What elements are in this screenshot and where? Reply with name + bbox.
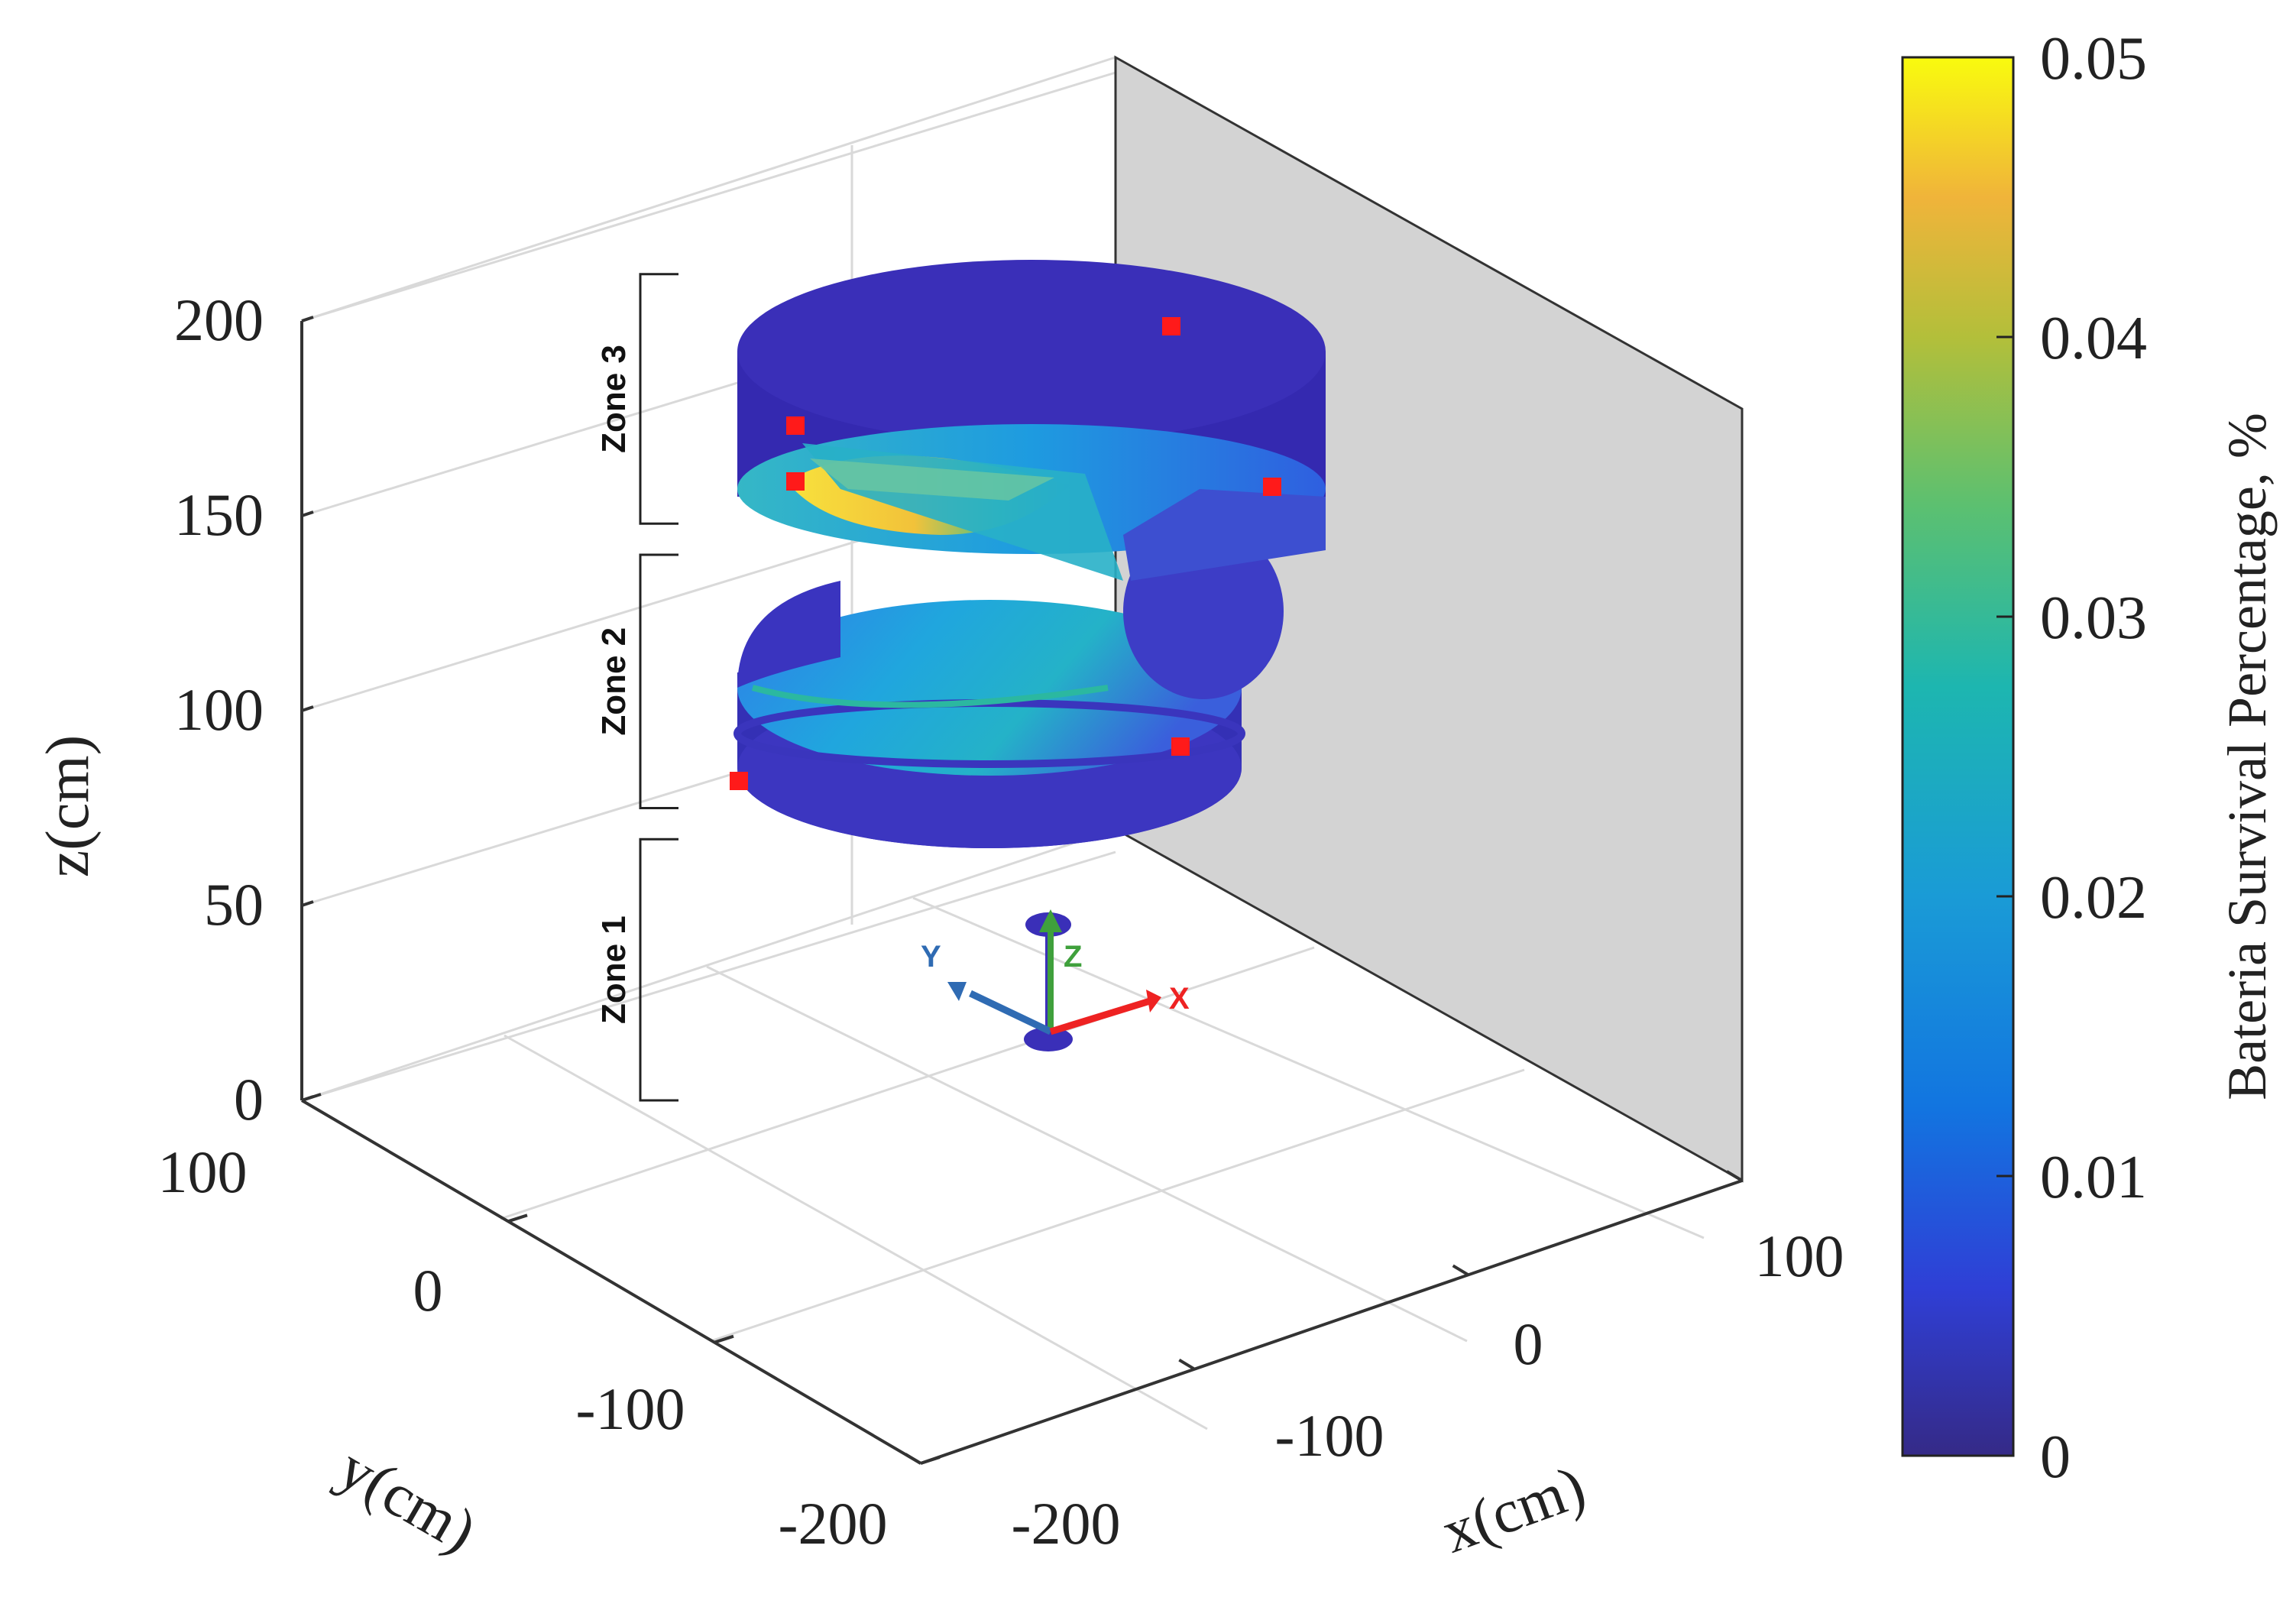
x-tick-label: -100 bbox=[1275, 1402, 1384, 1469]
zone-3-disc bbox=[737, 260, 1326, 581]
grid-line bbox=[301, 71, 1116, 322]
x-tick-label: 0 bbox=[1514, 1311, 1543, 1377]
grid-line bbox=[504, 1034, 1208, 1430]
grid-line bbox=[500, 946, 1315, 1220]
colorbar-label: Bateria Survival Percentage, % bbox=[2217, 413, 2278, 1100]
x-tick-mark bbox=[1725, 1170, 1744, 1182]
x-axis-label: x(cm) bbox=[1433, 1453, 1594, 1567]
colorbar-ticks: 0 0.01 0.02 0.03 0.04 0.05 bbox=[1996, 25, 2147, 1491]
z-axis-label: z(cm) bbox=[34, 735, 102, 878]
zone-bracket bbox=[639, 838, 678, 1102]
zone-bracket bbox=[639, 553, 678, 809]
colorbar-tick-label: 0.05 bbox=[2040, 25, 2147, 92]
z-tick-label: 0 bbox=[234, 1066, 264, 1132]
marker bbox=[1162, 317, 1180, 335]
colorbar-tick-label: 0.02 bbox=[2040, 864, 2147, 932]
colorbar-gradient bbox=[1901, 56, 2015, 1457]
marker bbox=[730, 772, 748, 790]
y-axis-label: y(cm) bbox=[327, 1434, 487, 1566]
marker bbox=[1171, 737, 1190, 756]
z-tick-mark bbox=[301, 705, 314, 712]
colorbar-tick-label: 0.03 bbox=[2040, 585, 2147, 652]
marker bbox=[1263, 478, 1281, 496]
y-tick-label: -200 bbox=[779, 1490, 888, 1557]
triad-label-y: Y bbox=[921, 940, 941, 974]
triad-label-x: X bbox=[1169, 982, 1190, 1016]
grid-line bbox=[301, 851, 1116, 1102]
z-tick-mark bbox=[301, 510, 314, 517]
grid-line bbox=[912, 896, 1705, 1239]
grid-line bbox=[301, 56, 1116, 322]
zone-label: Zone 2 bbox=[595, 627, 633, 736]
grid-line bbox=[301, 828, 1116, 1102]
triad-label-z: Z bbox=[1064, 940, 1082, 974]
zone-label: Zone 1 bbox=[595, 915, 633, 1024]
x-axis-ticks: -200 -100 0 100 bbox=[904, 1170, 1844, 1557]
z-tick-label: 100 bbox=[174, 676, 264, 743]
x-tick-label: -200 bbox=[1012, 1490, 1121, 1557]
x-tick-label: 100 bbox=[1755, 1223, 1844, 1289]
y-tick-mark bbox=[920, 1456, 941, 1465]
colorbar-tick-label: 0 bbox=[2040, 1424, 2071, 1491]
y-tick-label: 0 bbox=[413, 1257, 443, 1324]
z-tick-mark bbox=[301, 900, 314, 907]
grid-line bbox=[706, 965, 1468, 1343]
marker bbox=[786, 416, 805, 435]
sample-markers bbox=[730, 317, 1281, 790]
coordinate-triad: X Y Z bbox=[921, 909, 1190, 1035]
colorbar-tick-label: 0.01 bbox=[2040, 1144, 2147, 1211]
y-tick-mark bbox=[301, 1093, 322, 1102]
y-tick-mark bbox=[714, 1334, 734, 1344]
z-tick-mark bbox=[301, 316, 314, 322]
colorbar-tick-label: 0.04 bbox=[2040, 305, 2147, 372]
grid-line bbox=[710, 1068, 1525, 1343]
x-tick-mark bbox=[1452, 1264, 1469, 1277]
marker bbox=[786, 472, 805, 491]
x-tick-mark bbox=[904, 1453, 922, 1465]
z-tick-label: 150 bbox=[174, 481, 264, 548]
y-axis-ticks: 100 0 -100 -200 bbox=[158, 1093, 941, 1557]
zone-bracket bbox=[639, 273, 678, 525]
y-tick-label: -100 bbox=[576, 1375, 685, 1442]
z-axis-ticks: 0 50 100 150 200 bbox=[174, 287, 314, 1132]
zone-2-disc bbox=[733, 523, 1284, 848]
zone-brackets: Zone 1 Zone 2 Zone 3 bbox=[595, 273, 678, 1102]
y-tick-mark bbox=[507, 1213, 528, 1223]
y-tick-label: 100 bbox=[158, 1139, 248, 1205]
colorbar: 0 0.01 0.02 0.03 0.04 0.05 Bateria Survival P… bbox=[1901, 25, 2278, 1491]
x-tick-mark bbox=[1178, 1358, 1196, 1371]
zone-label: Zone 3 bbox=[595, 345, 633, 453]
z-tick-label: 200 bbox=[174, 287, 264, 353]
z-tick-label: 50 bbox=[204, 871, 264, 938]
